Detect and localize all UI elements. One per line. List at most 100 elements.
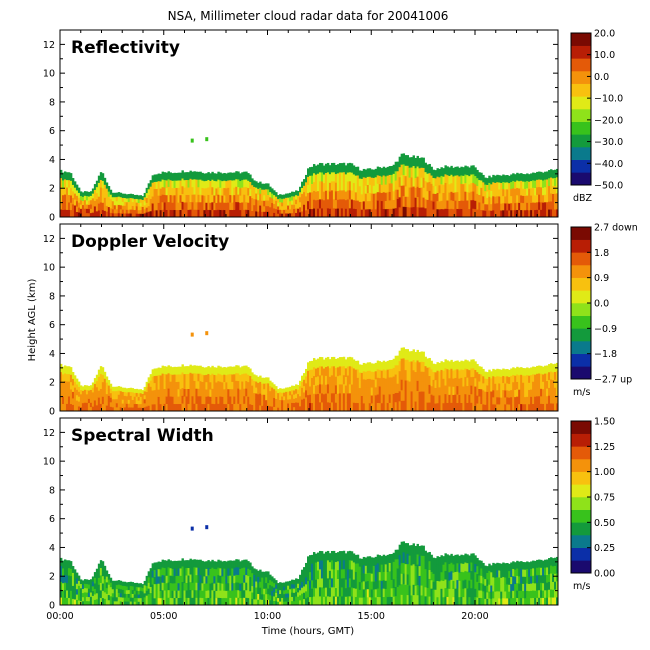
- echo-cell: [322, 570, 326, 580]
- echo-cell: [352, 402, 356, 412]
- echo-cell: [484, 591, 487, 599]
- echo-cell: [261, 571, 264, 578]
- echo-cell: [388, 377, 392, 386]
- echo-cell: [67, 575, 71, 584]
- echo-cell: [307, 402, 310, 412]
- echo-cell: [233, 567, 236, 576]
- colorbar-tick-label: −2.7 up: [594, 375, 632, 386]
- colorbar-segment: [571, 33, 591, 46]
- echo-cell: [301, 593, 304, 600]
- echo-cell: [538, 597, 541, 606]
- echo-cell: [173, 187, 176, 196]
- echo-cell: [261, 394, 264, 401]
- echo-cell: [354, 554, 358, 564]
- echo-cell: [237, 373, 240, 382]
- echo-cell: [432, 169, 435, 178]
- echo-cell: [368, 394, 372, 404]
- echo-cell: [474, 369, 477, 379]
- echo-cell: [332, 365, 336, 376]
- echo-cell: [301, 399, 304, 406]
- echo-cell: [456, 166, 459, 176]
- echo-cell: [247, 374, 250, 383]
- echo-cell: [458, 369, 461, 379]
- echo-cell: [334, 173, 338, 183]
- echo-cell: [374, 208, 378, 218]
- echo-cell: [506, 376, 509, 384]
- echo-cell: [494, 383, 497, 391]
- echo-cell: [281, 582, 284, 587]
- echo-cell: [125, 601, 129, 606]
- echo-cell: [199, 589, 202, 598]
- echo-cell: [249, 375, 252, 384]
- echo-cell: [193, 403, 196, 412]
- echo-cell: [297, 191, 300, 196]
- echo-cell: [356, 402, 360, 412]
- echo-cell: [426, 578, 429, 588]
- echo-cell: [486, 204, 489, 211]
- echo-cell: [103, 210, 107, 218]
- echo-cell: [113, 406, 117, 412]
- echo-cell: [444, 359, 447, 369]
- x-axis-label: Time (hours, GMT): [261, 626, 355, 637]
- echo-cell: [454, 563, 457, 572]
- echo-cell: [332, 356, 336, 367]
- echo-cell: [257, 399, 260, 406]
- echo-cell: [516, 381, 519, 390]
- echo-cell: [500, 570, 503, 578]
- echo-cell: [293, 406, 296, 412]
- echo-cell: [225, 374, 228, 383]
- echo-cell: [113, 394, 117, 400]
- echo-cell: [83, 393, 87, 399]
- echo-cell: [67, 187, 71, 196]
- echo-cell: [442, 564, 445, 573]
- colorbar-segment: [571, 227, 591, 240]
- echo-cell: [101, 403, 105, 412]
- echo-cell: [261, 599, 264, 606]
- echo-cell: [550, 379, 553, 388]
- echo-cell: [522, 368, 525, 376]
- echo-cell: [498, 397, 501, 405]
- echo-cell: [273, 591, 276, 597]
- echo-cell: [111, 390, 115, 396]
- echo-cell: [197, 559, 200, 568]
- echo-cell: [372, 403, 376, 412]
- echo-cell: [438, 580, 441, 590]
- echo-cell: [229, 179, 232, 188]
- echo-cell: [281, 209, 284, 214]
- echo-cell: [163, 381, 166, 389]
- echo-cell: [153, 569, 157, 578]
- echo-cell: [328, 553, 332, 563]
- echo-cell: [233, 209, 236, 218]
- echo-cell: [147, 588, 151, 595]
- echo-cell: [406, 594, 409, 606]
- echo-cell: [223, 590, 226, 599]
- echo-cell: [516, 568, 519, 576]
- echo-cell: [83, 212, 87, 218]
- echo-cell: [434, 395, 437, 404]
- echo-cell: [432, 573, 435, 582]
- echo-cell: [139, 400, 143, 405]
- echo-cell: [303, 398, 306, 406]
- echo-cell: [269, 380, 272, 387]
- echo-cell: [458, 208, 461, 218]
- echo-cell: [502, 403, 505, 412]
- echo-cell: [309, 402, 312, 412]
- echo-cell: [277, 198, 280, 203]
- echo-cell: [312, 560, 316, 571]
- echo-cell: [249, 396, 252, 405]
- echo-cell: [201, 597, 204, 606]
- echo-cell: [305, 382, 308, 391]
- echo-cell: [534, 575, 537, 584]
- echo-cell: [452, 572, 455, 581]
- echo-cell: [147, 377, 151, 384]
- echo-cell: [538, 567, 541, 576]
- echo-cell: [275, 596, 278, 602]
- echo-cell: [77, 202, 81, 208]
- echo-cell: [476, 403, 479, 412]
- echo-cell: [299, 405, 302, 412]
- echo-cell: [81, 200, 85, 206]
- echo-cell: [322, 165, 326, 175]
- echo-cell: [231, 180, 234, 188]
- echo-cell: [85, 600, 89, 606]
- echo-cell: [510, 569, 513, 578]
